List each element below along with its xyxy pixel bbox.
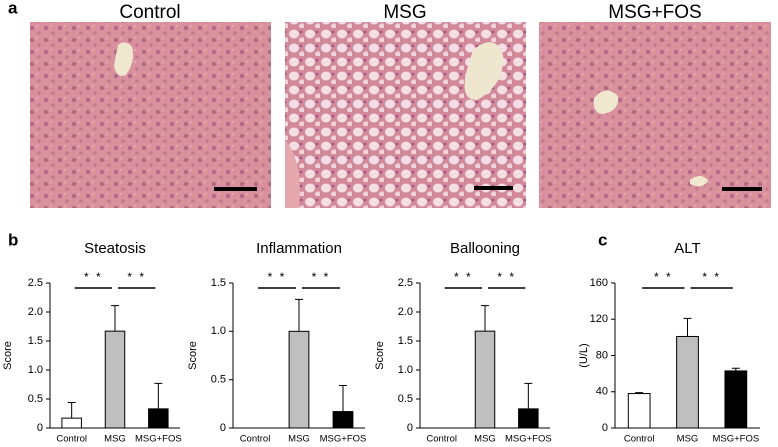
y-tick-label: 160 [590,277,608,289]
y-tick-label: 120 [590,313,608,325]
significance-label: * * [312,270,331,284]
bar [288,330,310,429]
bar [676,335,699,429]
histology-msg-fos [539,22,771,208]
y-tick-label: 0.5 [28,393,43,405]
panel-label: b [8,230,18,249]
x-tick-label: MSG+FOS [135,434,182,445]
error-bar [154,382,163,409]
y-tick-label: 1.5 [211,277,226,289]
y-tick-label: 2.5 [28,277,43,289]
chart-title: ALT [674,240,700,257]
significance-label: * * [84,270,103,284]
bar [474,330,496,429]
y-tick-label: 2.0 [398,306,413,318]
bar [518,408,539,429]
x-tick-label: MSG [288,434,310,445]
x-tick-label: Control [240,434,271,445]
error-bar [295,298,303,332]
error-bar [683,317,692,337]
x-tick-label: MSG [104,434,126,445]
significance-label: * * [127,270,146,284]
significance-label: * * [702,270,721,284]
y-tick-label: 0 [37,422,43,434]
x-tick-label: MSG+FOS [505,434,552,445]
y-tick-label: 1.5 [398,335,413,347]
y-tick-label: 80 [596,349,608,361]
y-tick-label: 40 [596,386,608,398]
error-bar [731,367,740,371]
chart-title: Inflammation [256,240,342,257]
x-tick-label: MSG+FOS [712,434,759,445]
bar [61,417,82,429]
y-tick-label: 0 [220,422,226,434]
y-tick-label: 1.5 [28,335,43,347]
bar [724,370,748,429]
error-bar [339,384,347,412]
histology-control [30,22,271,208]
error-bar [635,392,644,394]
y-axis-label: Score [374,341,386,370]
y-tick-label: 2.5 [398,277,413,289]
image-title: MSG+FOS [608,2,701,23]
significance-label: * * [497,270,516,284]
x-tick-label: Control [624,434,655,445]
error-bar [111,305,119,332]
y-axis-label: (U/L) [578,343,590,367]
y-tick-label: 1.0 [398,364,413,376]
y-tick-label: 0 [602,422,608,434]
chart-title: Steatosis [84,240,146,257]
y-tick-label: 1.0 [28,364,43,376]
significance-label: * * [454,270,473,284]
y-tick-label: 0 [407,422,413,434]
image-title: MSG [383,2,426,23]
x-tick-label: Control [426,434,457,445]
bar [627,393,651,429]
panel-label: a [8,0,18,17]
bar [148,408,169,429]
y-tick-label: 1.0 [211,325,226,337]
x-tick-label: Control [56,434,87,445]
error-bar [481,305,489,332]
panel-label: c [598,230,607,249]
x-tick-label: MSG [474,434,496,445]
image-title: Control [119,2,180,23]
significance-label: * * [268,270,287,284]
chart-title: Ballooning [450,240,520,257]
y-tick-label: 2.0 [28,306,43,318]
x-tick-label: MSG [677,434,699,445]
y-axis-label: Score [2,341,14,370]
error-bar [524,382,533,409]
x-tick-label: MSG+FOS [320,434,367,445]
error-bar [67,401,76,419]
bar [332,411,354,429]
significance-label: * * [654,270,673,284]
bar [104,330,126,429]
y-tick-label: 0.5 [398,393,413,405]
histology-msg [285,22,526,208]
y-axis-label: Score [187,341,199,370]
y-tick-label: 0.5 [211,374,226,386]
